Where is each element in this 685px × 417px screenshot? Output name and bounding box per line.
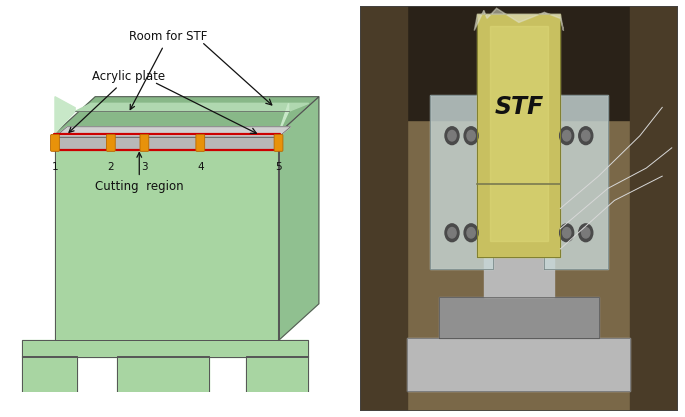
Polygon shape	[279, 97, 319, 340]
Polygon shape	[408, 338, 630, 390]
Polygon shape	[360, 6, 678, 120]
Circle shape	[467, 131, 475, 141]
Text: 3: 3	[141, 162, 148, 172]
Polygon shape	[630, 6, 678, 411]
Polygon shape	[22, 356, 77, 392]
FancyBboxPatch shape	[51, 134, 60, 151]
FancyBboxPatch shape	[196, 134, 205, 151]
Circle shape	[448, 228, 456, 238]
Polygon shape	[245, 356, 308, 392]
Polygon shape	[490, 27, 547, 241]
Circle shape	[579, 224, 593, 242]
Text: 1: 1	[51, 162, 58, 172]
Polygon shape	[117, 356, 209, 392]
Polygon shape	[477, 14, 560, 257]
Polygon shape	[55, 97, 75, 133]
Polygon shape	[279, 103, 288, 133]
Polygon shape	[429, 95, 493, 269]
Polygon shape	[55, 127, 290, 137]
Circle shape	[445, 224, 459, 242]
Polygon shape	[360, 6, 408, 411]
Circle shape	[560, 127, 573, 145]
Text: Room for STF: Room for STF	[129, 30, 208, 110]
Polygon shape	[22, 340, 308, 357]
Circle shape	[560, 224, 573, 242]
Circle shape	[562, 228, 571, 238]
Circle shape	[445, 127, 459, 145]
Circle shape	[448, 131, 456, 141]
Circle shape	[467, 228, 475, 238]
Polygon shape	[55, 97, 319, 133]
Circle shape	[562, 131, 571, 141]
Polygon shape	[55, 137, 279, 149]
Circle shape	[464, 224, 478, 242]
Text: Acrylic plate: Acrylic plate	[69, 70, 165, 132]
Polygon shape	[484, 249, 554, 297]
Circle shape	[464, 127, 478, 145]
FancyBboxPatch shape	[274, 134, 283, 151]
Polygon shape	[360, 6, 678, 411]
Circle shape	[582, 131, 590, 141]
FancyBboxPatch shape	[140, 134, 149, 151]
Text: 4: 4	[197, 162, 203, 172]
Polygon shape	[474, 8, 564, 30]
Polygon shape	[545, 95, 608, 269]
Text: 2: 2	[108, 162, 114, 172]
Circle shape	[579, 127, 593, 145]
Text: 5: 5	[275, 162, 282, 172]
Polygon shape	[75, 103, 309, 111]
Text: STF: STF	[495, 95, 543, 119]
Circle shape	[582, 228, 590, 238]
Text: Cutting  region: Cutting region	[95, 153, 184, 193]
Polygon shape	[55, 133, 279, 340]
Polygon shape	[439, 297, 599, 338]
FancyBboxPatch shape	[106, 134, 115, 151]
